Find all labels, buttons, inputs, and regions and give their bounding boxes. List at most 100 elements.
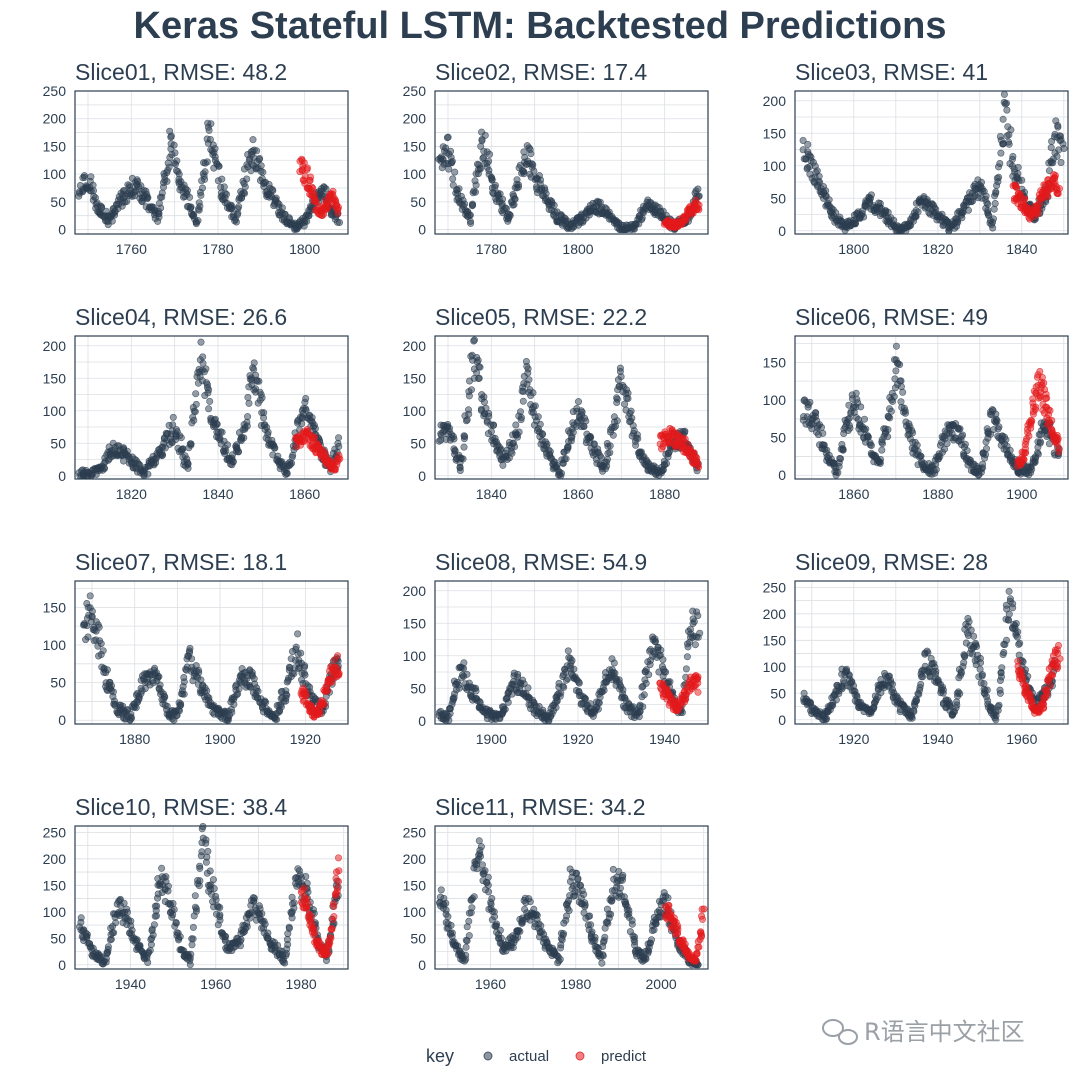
actual-point — [694, 185, 702, 193]
actual-point — [169, 413, 177, 421]
actual-point — [537, 176, 545, 184]
actual-point — [995, 701, 1003, 709]
predict-point — [1021, 195, 1029, 203]
actual-point — [1034, 450, 1042, 458]
actual-point — [822, 715, 830, 723]
actual-point — [123, 908, 131, 916]
actual-point — [86, 592, 94, 600]
y-tick-label: 50 — [770, 190, 786, 206]
actual-point — [187, 203, 195, 211]
actual-point — [155, 673, 163, 681]
x-tick-label: 1840 — [202, 486, 233, 502]
actual-point — [165, 163, 173, 171]
actual-point — [81, 173, 89, 181]
actual-point — [211, 153, 219, 161]
actual-point — [201, 175, 209, 183]
actual-point — [224, 441, 232, 449]
actual-point — [505, 211, 513, 219]
y-tick-label: 50 — [50, 435, 66, 451]
x-tick-label: 1920 — [838, 731, 869, 747]
y-tick-label: 150 — [763, 354, 787, 370]
actual-point — [460, 664, 468, 672]
y-tick-label: 50 — [770, 430, 786, 446]
actual-point — [539, 430, 547, 438]
actual-point — [486, 150, 494, 158]
panel-frame — [74, 90, 349, 235]
actual-point — [1003, 106, 1011, 114]
predict-point — [329, 187, 337, 195]
y-tick-label: 0 — [58, 222, 66, 238]
actual-point — [617, 373, 625, 381]
actual-point — [979, 460, 987, 468]
panel-frame — [794, 335, 1069, 480]
actual-point — [878, 446, 886, 454]
actual-point — [97, 640, 105, 648]
actual-point — [884, 426, 892, 434]
actual-point — [527, 150, 535, 158]
actual-point — [476, 363, 484, 371]
predict-point — [1048, 416, 1056, 424]
actual-point — [594, 705, 602, 713]
actual-point — [460, 443, 468, 451]
y-tick-label: 0 — [778, 223, 786, 239]
actual-point — [480, 398, 488, 406]
y-tick-label: 150 — [43, 599, 67, 615]
y-tick-label: 100 — [43, 403, 67, 419]
actual-point — [128, 926, 136, 934]
actual-point — [852, 389, 860, 397]
actual-point — [1009, 600, 1017, 608]
actual-point — [693, 608, 701, 616]
predict-point — [695, 463, 703, 471]
actual-point — [1013, 633, 1021, 641]
actual-point — [897, 383, 905, 391]
y-tick-label: 150 — [43, 877, 67, 893]
actual-point — [564, 647, 572, 655]
actual-point — [569, 428, 577, 436]
actual-point — [171, 149, 179, 157]
actual-point — [203, 158, 211, 166]
series-actual — [435, 607, 704, 725]
actual-point — [964, 206, 972, 214]
series-predict — [296, 155, 342, 220]
actual-point — [228, 708, 236, 716]
actual-point — [470, 336, 478, 344]
actual-point — [989, 215, 997, 223]
predict-point — [302, 692, 310, 700]
actual-point — [110, 929, 118, 937]
actual-point — [996, 689, 1004, 697]
actual-point — [995, 173, 1003, 181]
actual-point — [834, 469, 842, 477]
actual-point — [500, 706, 508, 714]
actual-point — [696, 629, 704, 637]
predict-point — [1055, 448, 1063, 456]
actual-point — [960, 659, 968, 667]
predict-point — [1040, 379, 1048, 387]
actual-point — [465, 410, 473, 418]
y-tick-label: 50 — [410, 680, 426, 696]
x-tick-label: 1800 — [562, 241, 593, 257]
actual-point — [1028, 465, 1036, 473]
actual-point — [992, 189, 1000, 197]
actual-point — [627, 407, 635, 415]
actual-point — [161, 693, 169, 701]
x-tick-label: 1920 — [290, 731, 321, 747]
actual-point — [804, 141, 812, 149]
actual-point — [546, 448, 554, 456]
actual-point — [595, 699, 603, 707]
actual-point — [195, 666, 203, 674]
actual-point — [192, 390, 200, 398]
actual-point — [613, 417, 621, 425]
actual-point — [885, 672, 893, 680]
actual-point — [199, 353, 207, 361]
x-tick-label: 1960 — [1006, 731, 1037, 747]
actual-point — [659, 656, 667, 664]
actual-point — [471, 188, 479, 196]
actual-point — [335, 434, 343, 442]
y-tick-label: 200 — [43, 338, 67, 354]
actual-point — [531, 402, 539, 410]
actual-point — [996, 133, 1004, 141]
actual-point — [203, 687, 211, 695]
